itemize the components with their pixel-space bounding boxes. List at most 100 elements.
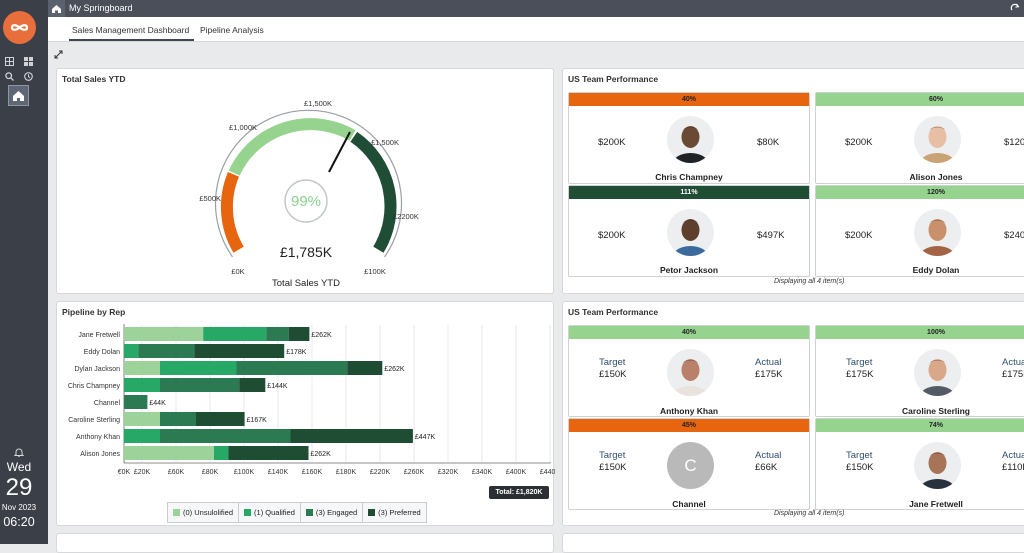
pipeline-bar-segment[interactable] xyxy=(124,412,160,426)
notification-bell-icon[interactable] xyxy=(13,444,25,458)
team-member-card[interactable]: 45% Target £150K Actual £66K C Channel xyxy=(568,418,810,510)
team-member-card[interactable]: 40% Target £150K Actual £175K Anthony Khan xyxy=(568,325,810,417)
pipeline-bar-segment[interactable] xyxy=(124,327,204,341)
pipeline-bar-segment[interactable] xyxy=(266,327,289,341)
refresh-icon[interactable] xyxy=(1010,3,1020,13)
actual-label: Actual xyxy=(1002,357,1024,368)
pipeline-bar-segment[interactable] xyxy=(124,446,214,460)
sidebar-home-button[interactable] xyxy=(8,85,29,106)
tiles-icon[interactable] xyxy=(24,53,33,66)
pipeline-bar-segment[interactable] xyxy=(124,395,148,409)
pipeline-bar-segment[interactable] xyxy=(203,327,267,341)
target-label: Target xyxy=(599,450,626,461)
performance-percent-header: 111% xyxy=(569,186,809,199)
actual-value: £175K xyxy=(1002,369,1024,380)
person-avatar xyxy=(667,209,714,256)
pipeline-x-tick: £60K xyxy=(168,469,185,476)
team-member-card[interactable]: 74% Target£150K Actual£110K Jane Fretwell xyxy=(815,418,1024,510)
team-member-card[interactable]: 60% $200K $120K Alison Jones xyxy=(815,92,1024,184)
pipeline-bar-segment[interactable] xyxy=(160,429,291,443)
pipeline-bar-segment[interactable] xyxy=(124,429,160,443)
gauge-center-circle xyxy=(284,179,328,223)
us-team-title-1: US Team Performance xyxy=(568,74,659,84)
search-icon[interactable] xyxy=(5,68,14,81)
team-member-card[interactable]: 111% $200K $497K Petor Jackson xyxy=(568,185,810,277)
pipeline-bar-segment[interactable] xyxy=(347,361,383,375)
target-value: £150K xyxy=(599,369,627,380)
legend-qualified[interactable]: (1) Qualified xyxy=(239,503,301,522)
pipeline-x-tick: £340K xyxy=(472,469,493,476)
expand-icon[interactable] xyxy=(54,46,63,59)
target-label: Target xyxy=(846,357,873,368)
pipeline-rep-label: Eddy Dolan xyxy=(84,349,120,356)
pipeline-legend: (0) Unsulolified (1) Qualified (3) Engag… xyxy=(167,502,427,523)
gauge-label-1500b: £1,500K xyxy=(371,138,399,147)
person-avatar xyxy=(914,116,961,163)
team-member-card[interactable]: 40% $200K $80K Chris Champney xyxy=(568,92,810,184)
pipeline-bar-segment[interactable] xyxy=(290,429,413,443)
avatar-portrait xyxy=(672,359,709,396)
pipeline-bar-segment[interactable] xyxy=(124,361,160,375)
pipeline-panel: Pipeline by Rep €0K £20K £60K £80K £100K £140… xyxy=(56,301,555,526)
target-label: Target xyxy=(846,450,873,461)
sidebar-month-year: Nov 2023 xyxy=(1,503,37,512)
total-sales-title: Total Sales YTD xyxy=(62,74,126,84)
legend-engaged[interactable]: (3) Engaged xyxy=(301,503,364,522)
pipeline-bar-segment[interactable] xyxy=(196,412,245,426)
pipeline-bar-segment[interactable] xyxy=(236,361,348,375)
home-icon[interactable] xyxy=(48,0,65,17)
total-sales-panel: Total Sales YTD £0K £500K £1,000K £1,500… xyxy=(56,68,554,294)
avatar-initial: C xyxy=(684,456,697,475)
gauge-band-dark xyxy=(350,131,397,253)
sidebar: Wed 29 Nov 2023 06:20 xyxy=(0,0,48,544)
pipeline-rep-label: Channel xyxy=(94,400,121,407)
pipeline-bar-segment[interactable] xyxy=(214,446,229,460)
sidebar-time: 06:20 xyxy=(3,515,35,529)
team-member-name: Jane Fretwell xyxy=(909,499,963,509)
pipeline-bar-segment[interactable] xyxy=(160,361,237,375)
clock-icon[interactable] xyxy=(24,68,33,81)
pipeline-bar-segment[interactable] xyxy=(239,378,266,392)
target-value: £150K xyxy=(846,462,874,473)
legend-preferred[interactable]: (3) Preferred xyxy=(363,503,426,522)
pipeline-rep-label: Caroline Sterling xyxy=(68,417,120,424)
pipeline-bar-segment[interactable] xyxy=(288,327,310,341)
tab-sales-dashboard[interactable]: Sales Management Dashboard xyxy=(72,25,190,35)
performance-percent-header: 40% xyxy=(569,326,809,339)
actual-block: Actual£110K xyxy=(1002,450,1024,474)
pipeline-bar-segment[interactable] xyxy=(160,378,240,392)
team-member-card[interactable]: 120% $200K $240K Eddy Dolan xyxy=(815,185,1024,277)
us-team-panel-1: US Team Performance 40% $200K $80K Chris Ch… xyxy=(562,68,1024,294)
gauge-needle xyxy=(328,131,351,173)
gauge-label-100: £100K xyxy=(364,267,386,276)
gauge-label-500: £500K xyxy=(199,194,221,203)
us-team-footer-1: Displaying all 4 item(s) xyxy=(774,278,845,285)
active-tab-underline xyxy=(69,39,194,41)
gauge-caption: Total Sales YTD xyxy=(272,278,340,289)
actual-block: Actual£175K xyxy=(1002,357,1024,381)
top-bar: My Springboard xyxy=(48,0,1024,17)
pipeline-bar-segment[interactable] xyxy=(124,378,160,392)
team-member-card[interactable]: 100%Target£175KActual£175KCaroline Sterl… xyxy=(815,325,1024,417)
pipeline-bar-segment[interactable] xyxy=(124,344,139,358)
pipeline-bar-segment[interactable] xyxy=(194,344,285,358)
tab-pipeline-analysis[interactable]: Pipeline Analysis xyxy=(200,25,264,35)
app-logo[interactable] xyxy=(3,11,36,44)
performance-percent-header: 74% xyxy=(816,419,1024,432)
target-value: $200K xyxy=(845,230,873,241)
grid-icon[interactable] xyxy=(5,53,14,66)
gauge-label-1000: £1,000K xyxy=(229,123,257,132)
pipeline-bar-segment[interactable] xyxy=(138,344,195,358)
pipeline-bar-segment[interactable] xyxy=(228,446,309,460)
performance-percent-header: 40% xyxy=(569,93,809,106)
gauge-label-2200: £2200K xyxy=(393,212,419,221)
team-member-name: Alison Jones xyxy=(909,172,963,182)
us-team-title-2: US Team Performance xyxy=(568,307,659,317)
pipeline-x-tick: £20K xyxy=(134,469,151,476)
pipeline-bar-segment[interactable] xyxy=(160,412,196,426)
actual-value: $240K xyxy=(1004,230,1024,241)
legend-unqualified[interactable]: (0) Unsulolified xyxy=(168,503,240,522)
pipeline-rep-label: Jane Fretwell xyxy=(78,332,120,339)
us-team-panel-2: US Team Performance 40% Target £150K Actual… xyxy=(562,301,1024,526)
gauge-label-1500: £1,500K xyxy=(304,99,332,108)
